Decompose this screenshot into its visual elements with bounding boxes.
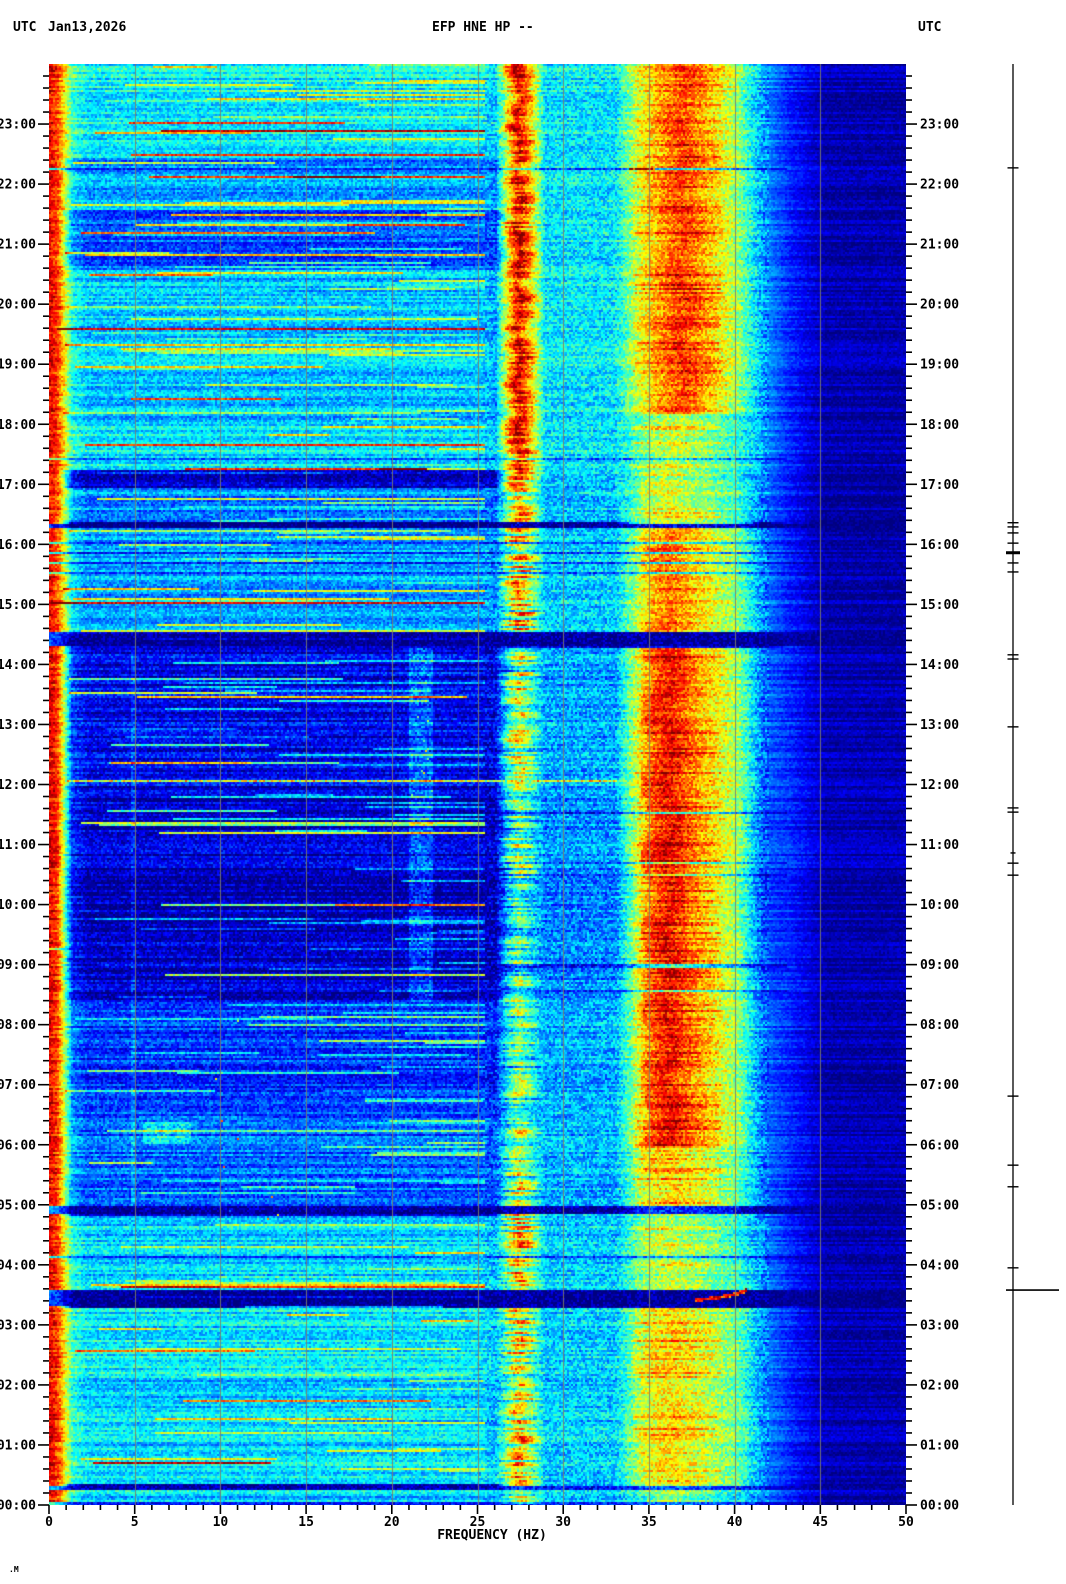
header-date: Jan13,2026 [48, 20, 127, 35]
time-label-right: 03:00 [920, 1318, 959, 1333]
time-label-left: 20:00 [0, 298, 36, 313]
time-label-left: 17:00 [0, 478, 36, 493]
freq-tick-label: 35 [641, 1515, 657, 1530]
time-label-right: 09:00 [920, 958, 959, 973]
freq-tick-label: 10 [213, 1515, 229, 1530]
time-label-right: 16:00 [920, 538, 959, 553]
time-label-right: 15:00 [920, 598, 959, 613]
time-label-left: 03:00 [0, 1318, 36, 1333]
time-label-left: 11:00 [0, 838, 36, 853]
freq-tick-label: 5 [131, 1515, 139, 1530]
time-label-left: 18:00 [0, 418, 36, 433]
header-station-title: EFP HNE HP -- [432, 20, 534, 35]
time-label-right: 12:00 [920, 778, 959, 793]
time-label-left: 19:00 [0, 358, 36, 373]
time-label-right: 21:00 [920, 238, 959, 253]
freq-tick-label: 40 [727, 1515, 743, 1530]
time-label-right: 13:00 [920, 718, 959, 733]
freq-tick-label: 0 [45, 1515, 53, 1530]
time-label-left: 01:00 [0, 1438, 36, 1453]
freq-tick-label: 50 [898, 1515, 914, 1530]
freq-tick-label: 15 [298, 1515, 314, 1530]
time-label-left: 04:00 [0, 1258, 36, 1273]
time-label-left: 10:00 [0, 898, 36, 913]
time-label-left: 05:00 [0, 1198, 36, 1213]
time-label-right: 23:00 [920, 118, 959, 133]
time-label-right: 07:00 [920, 1078, 959, 1093]
time-label-left: 07:00 [0, 1078, 36, 1093]
time-label-right: 02:00 [920, 1378, 959, 1393]
time-label-left: 00:00 [0, 1499, 36, 1514]
time-label-left: 21:00 [0, 238, 36, 253]
time-label-right: 22:00 [920, 178, 959, 193]
time-label-left: 14:00 [0, 658, 36, 673]
time-label-right: 17:00 [920, 478, 959, 493]
header-right-timezone: UTC [918, 20, 942, 35]
time-label-left: 12:00 [0, 778, 36, 793]
freq-tick-label: 45 [812, 1515, 828, 1530]
time-label-right: 06:00 [920, 1138, 959, 1153]
spectrogram-heatmap [49, 64, 906, 1505]
time-label-right: 18:00 [920, 418, 959, 433]
time-label-left: 08:00 [0, 1018, 36, 1033]
corner-mark: .M [9, 1565, 19, 1574]
header-left-timezone: UTC [13, 20, 37, 35]
freq-axis-label: FREQUENCY (HZ) [437, 1528, 547, 1543]
time-label-right: 04:00 [920, 1258, 959, 1273]
freq-tick-label: 20 [384, 1515, 400, 1530]
freq-tick-label: 25 [470, 1515, 486, 1530]
time-label-left: 15:00 [0, 598, 36, 613]
time-label-right: 08:00 [920, 1018, 959, 1033]
time-label-left: 09:00 [0, 958, 36, 973]
time-label-left: 06:00 [0, 1138, 36, 1153]
time-label-left: 23:00 [0, 118, 36, 133]
time-label-right: 00:00 [920, 1499, 959, 1514]
time-label-right: 05:00 [920, 1198, 959, 1213]
time-label-right: 11:00 [920, 838, 959, 853]
time-label-left: 13:00 [0, 718, 36, 733]
time-label-left: 16:00 [0, 538, 36, 553]
time-label-right: 10:00 [920, 898, 959, 913]
time-label-right: 20:00 [920, 298, 959, 313]
time-label-right: 14:00 [920, 658, 959, 673]
time-label-left: 02:00 [0, 1378, 36, 1393]
time-label-right: 19:00 [920, 358, 959, 373]
time-label-right: 01:00 [920, 1438, 959, 1453]
time-label-left: 22:00 [0, 178, 36, 193]
freq-tick-label: 30 [555, 1515, 571, 1530]
